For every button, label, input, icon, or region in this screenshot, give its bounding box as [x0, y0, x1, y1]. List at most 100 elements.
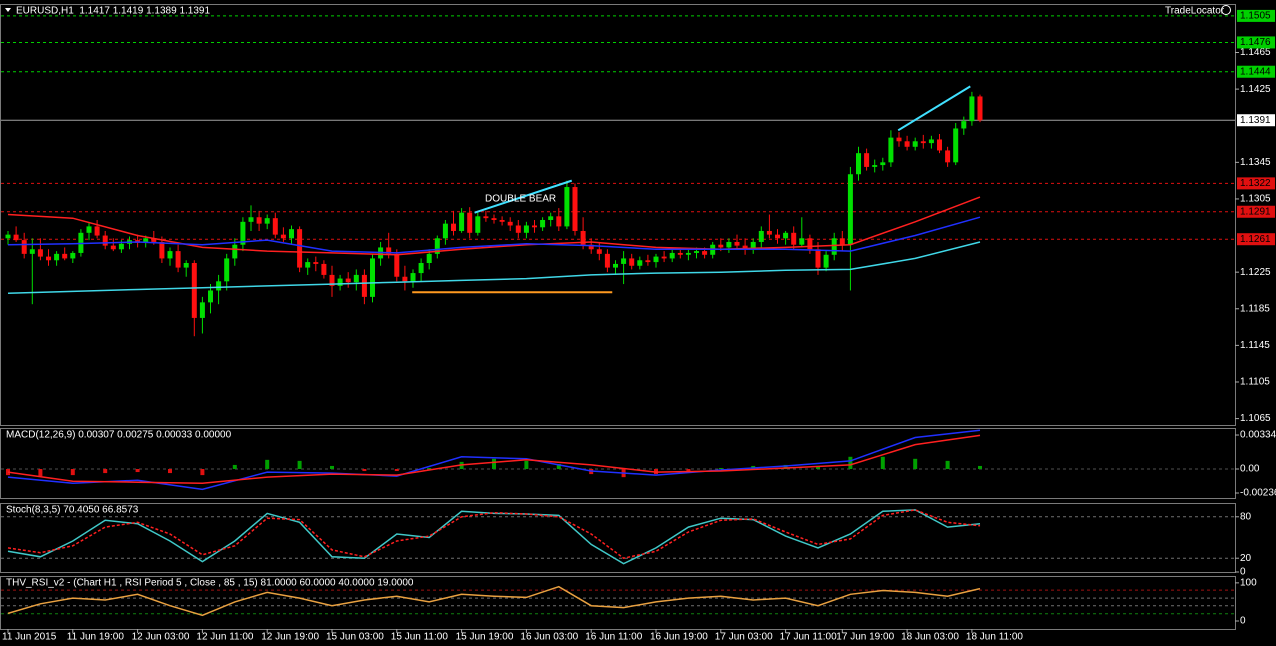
candle-body	[896, 137, 902, 142]
candle-body	[256, 217, 262, 224]
candle-body	[645, 260, 651, 263]
candle-body	[953, 128, 959, 163]
candle-body	[961, 121, 967, 129]
y-tick-label: 1.1105	[1240, 377, 1270, 388]
candle-body	[451, 223, 456, 231]
x-tick-label: 18 Jun 11:00	[966, 632, 1024, 643]
candle-body	[815, 249, 821, 268]
y-tick-label: -0.00236	[1240, 488, 1276, 499]
candle-body	[872, 165, 878, 167]
candle-body	[604, 253, 610, 268]
y-tick-label: 1.1185	[1240, 303, 1270, 314]
candle-body	[459, 212, 465, 231]
candle-body	[191, 263, 197, 318]
macd-bar	[232, 464, 237, 470]
candle-body	[580, 230, 586, 245]
candle-body	[199, 302, 205, 318]
candle-body	[248, 217, 254, 222]
candle-body	[945, 150, 951, 163]
menu-arrow[interactable]	[5, 8, 11, 12]
macd-bar	[6, 469, 10, 476]
macd-bar	[135, 469, 140, 473]
candle-body	[669, 252, 675, 259]
x-tick-label: 17 Jun 11:00	[780, 632, 838, 643]
candle-body	[661, 256, 667, 259]
candle-body	[467, 212, 473, 233]
macd-bar	[524, 460, 529, 470]
candle-body	[297, 229, 303, 268]
candle-body	[289, 229, 294, 239]
y-tick-label: 100	[1240, 578, 1257, 589]
candle-body	[143, 238, 149, 243]
indicator-line	[7, 509, 981, 565]
trade-locator-icon[interactable]	[1221, 5, 1231, 15]
candle-body	[775, 234, 780, 239]
y-tick-label: 20	[1240, 553, 1252, 564]
macd-bar	[38, 469, 43, 477]
candle-body	[491, 218, 497, 220]
x-tick-label: 15 Jun 19:00	[456, 632, 514, 643]
trade-locator[interactable]: TradeLocator	[1165, 6, 1225, 17]
candle-body	[442, 223, 448, 239]
panel-title: MACD(12,26,9) 0.00307 0.00275 0.00033 0.…	[6, 430, 232, 441]
candle-body	[685, 252, 691, 255]
candle-body	[556, 216, 562, 227]
candle-body	[410, 273, 416, 282]
y-tick-label: 80	[1240, 511, 1252, 522]
candle-body	[523, 225, 529, 233]
y-tick-label: 1.1425	[1240, 84, 1271, 95]
candle-body	[110, 245, 116, 250]
candle-body	[726, 241, 732, 248]
current-price-label: 1.1391	[1240, 115, 1271, 126]
x-tick-label: 12 Jun 11:00	[196, 632, 254, 643]
candle-body	[750, 241, 756, 250]
annotation: DOUBLE BEAR	[485, 194, 556, 205]
macd-bar	[783, 464, 788, 470]
candle-body	[807, 238, 813, 250]
macd-bar	[297, 460, 302, 470]
candle-body	[232, 244, 238, 259]
x-tick-label: 15 Jun 11:00	[391, 632, 449, 643]
candle-body	[564, 187, 570, 227]
candle-body	[766, 230, 772, 235]
candle-body	[783, 232, 789, 239]
candle-body	[321, 263, 327, 275]
candle-body	[823, 254, 829, 268]
macd-bar	[945, 460, 950, 470]
candle-body	[94, 226, 100, 236]
level-label: 1.1291	[1240, 206, 1271, 217]
candle-body	[880, 162, 886, 166]
candle-body	[499, 219, 505, 222]
candle-body	[21, 240, 27, 254]
candle-body	[758, 230, 764, 242]
candle-body	[904, 141, 910, 147]
level-label: 1.1505	[1240, 11, 1271, 22]
candle-body	[596, 249, 602, 254]
level-label-box	[1237, 177, 1275, 190]
level-label: 1.1476	[1240, 37, 1271, 48]
macd-bar	[880, 456, 885, 470]
level-label-box	[1237, 65, 1275, 78]
macd-bar	[848, 456, 853, 470]
y-tick-label: 0.00	[1240, 464, 1260, 475]
candle-body	[937, 139, 942, 151]
macd-bar	[394, 469, 399, 472]
y-tick-label: 0	[1240, 567, 1246, 578]
candle-body	[831, 238, 837, 255]
candle-body	[224, 258, 230, 282]
candle-body	[694, 251, 699, 253]
candle-body	[29, 249, 35, 254]
indicator-line	[7, 509, 981, 560]
indicator-line	[7, 196, 981, 256]
candle-body	[208, 290, 213, 303]
candle-body	[337, 278, 343, 286]
candle-body	[888, 137, 894, 163]
x-tick-label: 17 Jun 03:00	[715, 632, 773, 643]
candle-body	[532, 225, 537, 228]
candle-body	[969, 96, 975, 122]
candle-body	[37, 249, 43, 257]
level-label-box	[1237, 9, 1275, 22]
candle-body	[426, 253, 432, 264]
candle-body	[216, 281, 222, 291]
